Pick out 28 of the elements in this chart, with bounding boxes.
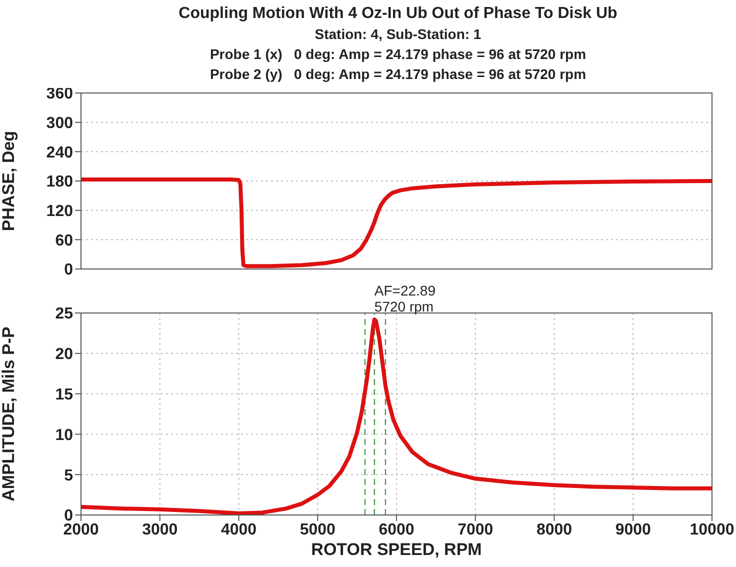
x-tick-label: 9000 bbox=[615, 521, 652, 538]
y-tick-label: 240 bbox=[46, 144, 74, 162]
y-tick-label: 300 bbox=[46, 115, 74, 132]
x-tick-label: 8000 bbox=[536, 521, 572, 538]
text: Probe 1 (x) 0 deg: Amp = 24.179 phase = 96 at 5720 rpm bbox=[208, 45, 588, 64]
x-tick-label: 10000 bbox=[690, 521, 734, 538]
annotation: AF=22.89 5720 rpm bbox=[374, 282, 436, 315]
x-tick-label: 6000 bbox=[378, 521, 414, 538]
y-tick-label: 0 bbox=[64, 262, 74, 279]
y-tick-label: 180 bbox=[46, 174, 74, 191]
chart-title: Coupling Motion With 4 Oz-In Ub Out of Phase To Disk Ub bbox=[178, 4, 618, 24]
y-tick-label: 5 bbox=[64, 467, 74, 484]
y-tick-label: 20 bbox=[55, 346, 74, 364]
y-tick-label: 15 bbox=[55, 386, 74, 404]
y-tick-label: 60 bbox=[55, 232, 74, 250]
x-tick-label: 5000 bbox=[300, 521, 336, 538]
line-series bbox=[81, 178, 712, 268]
text: Probe 2 (y) 0 deg: Amp = 24.179 phase = 96 at 5720 rpm bbox=[208, 65, 588, 84]
x-tick-label: 7000 bbox=[458, 521, 494, 538]
y-tick-label: 10 bbox=[55, 426, 74, 444]
x-tick-label: 3000 bbox=[142, 521, 178, 538]
chart-subtitle: Station: 4, Sub-Station: 1 bbox=[314, 25, 482, 44]
y-axis-title: AMPLITUDE, Mils P-P bbox=[0, 326, 18, 502]
x-axis-title: ROTOR SPEED, RPM bbox=[311, 540, 482, 559]
y-tick-label: 25 bbox=[55, 306, 74, 323]
y-axis-title: PHASE, Deg bbox=[0, 130, 18, 232]
y-tick-label: 120 bbox=[46, 203, 74, 220]
x-tick-label: 4000 bbox=[220, 521, 257, 538]
